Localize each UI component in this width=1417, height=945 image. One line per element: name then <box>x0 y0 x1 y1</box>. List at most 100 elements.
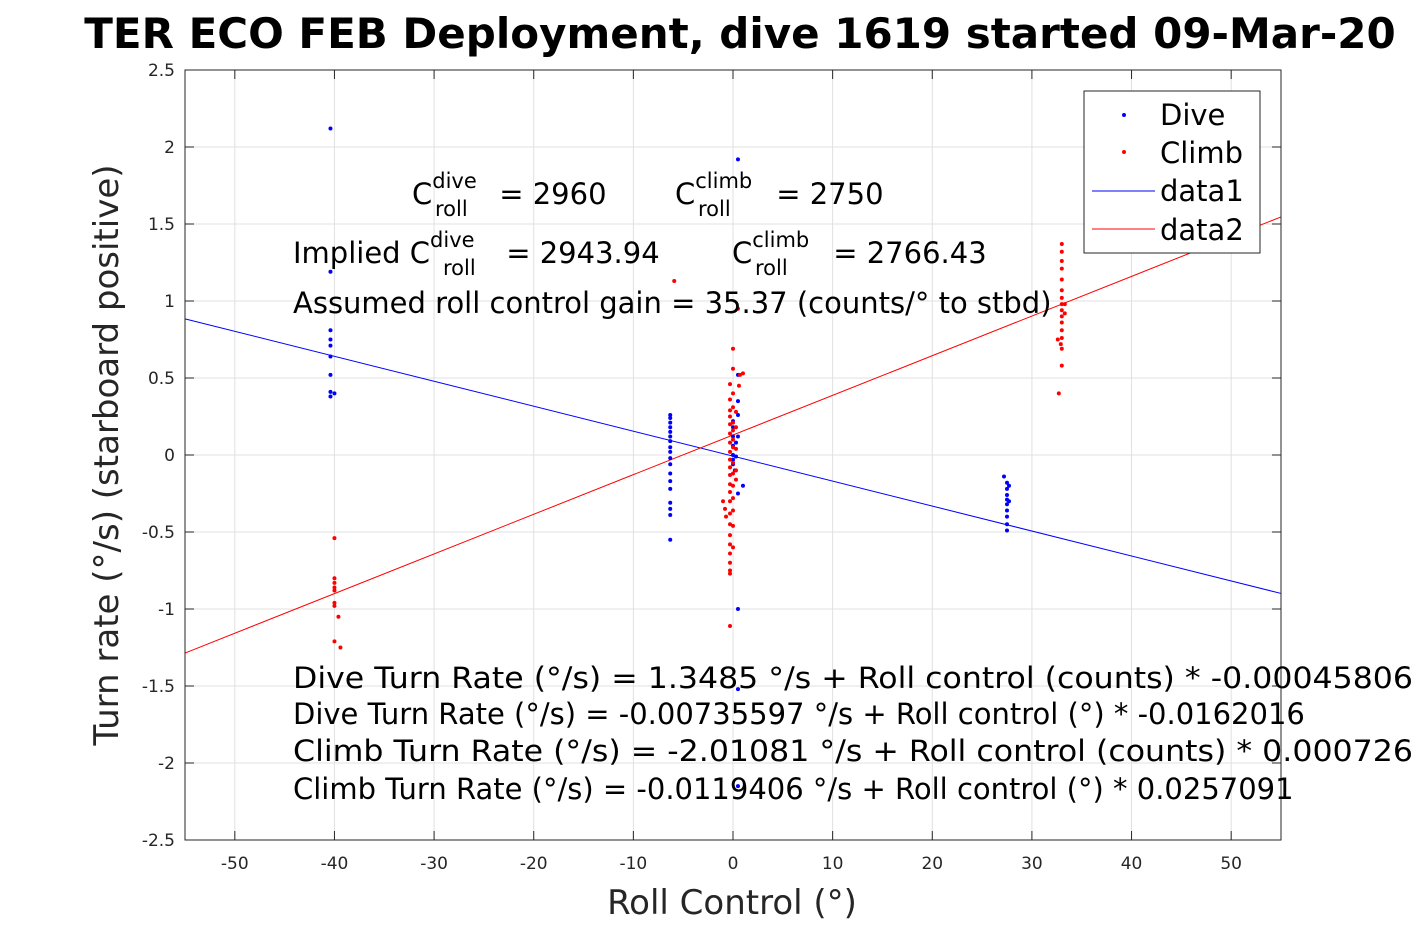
climb-point <box>1056 391 1061 396</box>
dive-point <box>1002 474 1007 479</box>
dive-point <box>668 420 673 425</box>
climb-point <box>733 409 738 414</box>
climb-point <box>728 414 733 419</box>
equation-dive-counts: Dive Turn Rate (°/s) = 1.3485 °/s + Roll… <box>293 661 1413 695</box>
y-tick-label: 2 <box>164 138 175 158</box>
legend-climb-label: Climb <box>1160 136 1243 170</box>
implied-prefix: Implied C <box>293 236 430 270</box>
climb-point <box>731 545 735 550</box>
equation-climb-counts: Climb Turn Rate (°/s) = -2.01081 °/s + R… <box>293 734 1413 768</box>
climb-point <box>1059 242 1064 247</box>
dive-point <box>735 412 740 417</box>
c-climb-prefix: C <box>675 177 695 211</box>
legend-climb-marker <box>1122 150 1126 154</box>
y-tick-label: -0.5 <box>142 523 175 543</box>
implied-dive-value: = 2943.94 <box>497 236 660 270</box>
implied-climb-sub: roll <box>755 256 788 280</box>
climb-point <box>733 468 738 473</box>
y-tick-label: 1 <box>164 292 175 312</box>
dive-point <box>668 462 673 467</box>
dive-point <box>668 456 673 461</box>
climb-point <box>728 560 733 565</box>
legend-data1-label: data1 <box>1160 174 1244 208</box>
y-tick-label: -2.5 <box>142 831 175 851</box>
y-tick-label: -1.5 <box>142 677 175 697</box>
climb-point <box>1062 311 1067 316</box>
equation-dive-degrees: Dive Turn Rate (°/s) = -0.00735597 °/s +… <box>293 697 1305 731</box>
climb-point <box>336 614 341 619</box>
dive-point <box>735 491 740 496</box>
dive-point <box>1006 499 1011 504</box>
climb-point <box>724 514 729 519</box>
climb-point <box>728 522 733 527</box>
climb-point <box>728 499 733 504</box>
legend-dive-label: Dive <box>1160 98 1225 132</box>
dive-point <box>668 506 673 511</box>
climb-point <box>740 371 745 376</box>
y-tick-label: -2 <box>158 754 175 774</box>
dive-point <box>1005 486 1009 491</box>
climb-point <box>728 440 733 445</box>
dive-point <box>1005 514 1009 519</box>
x-tick-label: 40 <box>1121 854 1143 874</box>
y-tick-label: 2.5 <box>148 61 175 81</box>
climb-point <box>728 408 733 413</box>
climb-point <box>733 477 738 482</box>
legend-data2-label: data2 <box>1160 213 1244 247</box>
x-tick-label: -40 <box>321 854 349 874</box>
climb-point <box>731 471 735 476</box>
climb-point <box>731 428 735 433</box>
climb-point <box>672 278 677 283</box>
climb-point <box>731 445 735 450</box>
dive-point <box>735 399 740 404</box>
climb-point <box>728 489 733 494</box>
dive-point <box>1005 522 1009 527</box>
dive-point <box>328 372 333 377</box>
dive-point <box>668 513 673 518</box>
dive-point <box>735 157 740 162</box>
x-tick-label: -50 <box>221 854 249 874</box>
climb-point <box>728 397 733 402</box>
c-dive-annotation: Cdive roll = 2960 <box>412 169 607 221</box>
climb-point <box>728 623 733 628</box>
implied-climb-sup: climb <box>752 228 809 252</box>
legend: Dive Climb data1 data2 <box>1083 90 1261 254</box>
dive-point <box>1005 508 1009 513</box>
climb-point <box>332 585 337 590</box>
x-tick-label: -30 <box>420 854 448 874</box>
climb-point <box>338 645 343 650</box>
annotations: Cdive roll = 2960 Cclimb roll = 2750 Impli… <box>293 169 1413 806</box>
implied-climb-annotation: Cclimb roll = 2766.43 <box>732 228 987 280</box>
climb-point <box>728 422 733 427</box>
y-tick-label: 0 <box>164 446 175 466</box>
c-dive-sub: roll <box>435 197 468 221</box>
implied-dive-sup: dive <box>430 228 475 252</box>
climb-point <box>1059 320 1064 325</box>
climb-point <box>735 306 740 311</box>
gain-annotation: Assumed roll control gain = 35.37 (count… <box>293 286 1052 320</box>
climb-point <box>731 508 735 513</box>
dive-point <box>668 434 673 439</box>
dive-point <box>731 453 735 457</box>
dive-point <box>1006 483 1011 488</box>
y-tick-label: 1.5 <box>148 215 175 235</box>
x-tick-label: 20 <box>921 854 943 874</box>
climb-point <box>731 405 735 410</box>
c-dive-sup: dive <box>432 169 477 193</box>
climb-point <box>1059 266 1064 271</box>
climb-point <box>731 420 735 425</box>
climb-point <box>731 483 735 488</box>
climb-point <box>1059 308 1064 313</box>
climb-point <box>728 457 733 462</box>
c-dive-value: = 2960 <box>490 177 607 211</box>
dive-point <box>328 126 333 131</box>
dive-point <box>668 486 673 491</box>
c-dive-prefix: C <box>412 177 432 211</box>
dive-point <box>668 500 673 505</box>
dive-point <box>328 269 333 274</box>
dive-point <box>733 440 738 445</box>
y-tick-label: 0.5 <box>148 369 175 389</box>
climb-point <box>728 568 733 573</box>
climb-point <box>332 536 337 541</box>
